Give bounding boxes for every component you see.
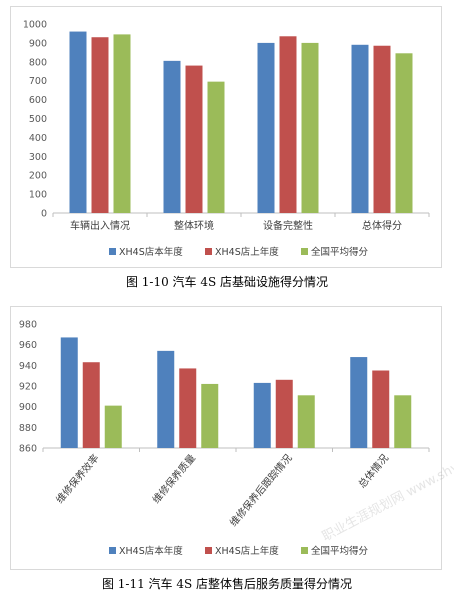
bar — [373, 45, 391, 213]
x-category-label: 维修保养效率 — [53, 452, 102, 506]
legend-label: 全国平均得分 — [311, 246, 369, 258]
legend-label: 全国平均得分 — [311, 545, 369, 557]
y-tick-label: 1000 — [23, 20, 47, 31]
bar — [104, 405, 122, 448]
y-tick-label: 300 — [29, 152, 47, 163]
y-tick-label: 200 — [29, 171, 47, 182]
legend-label: XH4S店上年度 — [215, 545, 279, 557]
y-tick-label: 960 — [19, 340, 37, 351]
bar — [275, 379, 293, 448]
bar — [253, 382, 271, 448]
caption-figure-1-10: 图 1-10 汽车 4S 店基础设施得分情况 — [125, 275, 329, 289]
y-tick-label: 600 — [29, 95, 47, 106]
y-tick-label: 0 — [41, 209, 47, 220]
chart-frame-infrastructure: 0 100 200 300 400 500 600 700 800 900 1000 车辆出入情况 整体… — [10, 6, 442, 268]
chart-service-quality: 860 880 900 920 940 960 980 维修保养效率 维修保养质量 维修保养后跟踪… — [19, 320, 430, 557]
y-tick-label: 900 — [29, 38, 47, 49]
bar — [185, 65, 203, 213]
bar — [60, 337, 78, 448]
y-tick-label: 940 — [19, 361, 37, 372]
x-category-label: 设备完整性 — [263, 219, 313, 232]
x-category-label: 总体得分 — [362, 219, 402, 232]
bar — [394, 395, 412, 448]
bar — [157, 350, 175, 448]
bar — [351, 44, 369, 213]
legend-swatch — [205, 547, 212, 554]
legend-swatch — [301, 547, 308, 554]
bar — [91, 37, 109, 214]
bar — [207, 81, 225, 214]
bar — [372, 370, 390, 448]
caption-figure-1-11: 图 1-11 汽车 4S 店整体售后服务质量得分情况 — [101, 577, 353, 591]
legend-swatch — [301, 248, 308, 255]
bar — [279, 36, 297, 213]
bar — [297, 395, 315, 448]
x-category-label: 整体环境 — [174, 219, 214, 232]
legend-label: XH4S店本年度 — [119, 246, 183, 258]
bar — [163, 60, 181, 214]
y-tick-label: 400 — [29, 133, 47, 144]
x-category-label: 车辆出入情况 — [70, 219, 130, 232]
bar — [113, 34, 131, 213]
bar — [350, 357, 368, 448]
x-category-label: 总体情况 — [355, 452, 391, 491]
bar — [395, 53, 413, 213]
y-tick-label: 900 — [19, 402, 37, 413]
legend-label: XH4S店本年度 — [119, 545, 183, 557]
y-tick-label: 880 — [19, 423, 37, 434]
y-tick-label: 800 — [29, 57, 47, 68]
legend-label: XH4S店上年度 — [215, 246, 279, 258]
legend-swatch — [205, 248, 212, 255]
bar — [201, 383, 219, 448]
legend-swatch — [109, 547, 116, 554]
x-category-label: 维修保养后跟踪情况 — [227, 452, 295, 529]
y-tick-label: 100 — [29, 190, 47, 201]
y-tick-label: 860 — [19, 444, 37, 455]
chart-infrastructure: 0 100 200 300 400 500 600 700 800 900 1000 车辆出入情况 整体… — [23, 20, 430, 258]
chart-frame-service-quality: 860 880 900 920 940 960 980 维修保养效率 维修保养质量 维修保养后跟踪… — [10, 306, 442, 570]
bar — [257, 42, 275, 214]
bar — [301, 42, 319, 214]
y-tick-label: 700 — [29, 76, 47, 87]
bar — [82, 362, 100, 448]
legend-swatch — [109, 248, 116, 255]
y-tick-label: 500 — [29, 114, 47, 125]
y-tick-label: 920 — [19, 382, 37, 393]
bar — [69, 31, 87, 214]
y-tick-label: 980 — [19, 320, 37, 331]
bar — [179, 368, 197, 448]
x-category-label: 维修保养质量 — [150, 452, 199, 506]
